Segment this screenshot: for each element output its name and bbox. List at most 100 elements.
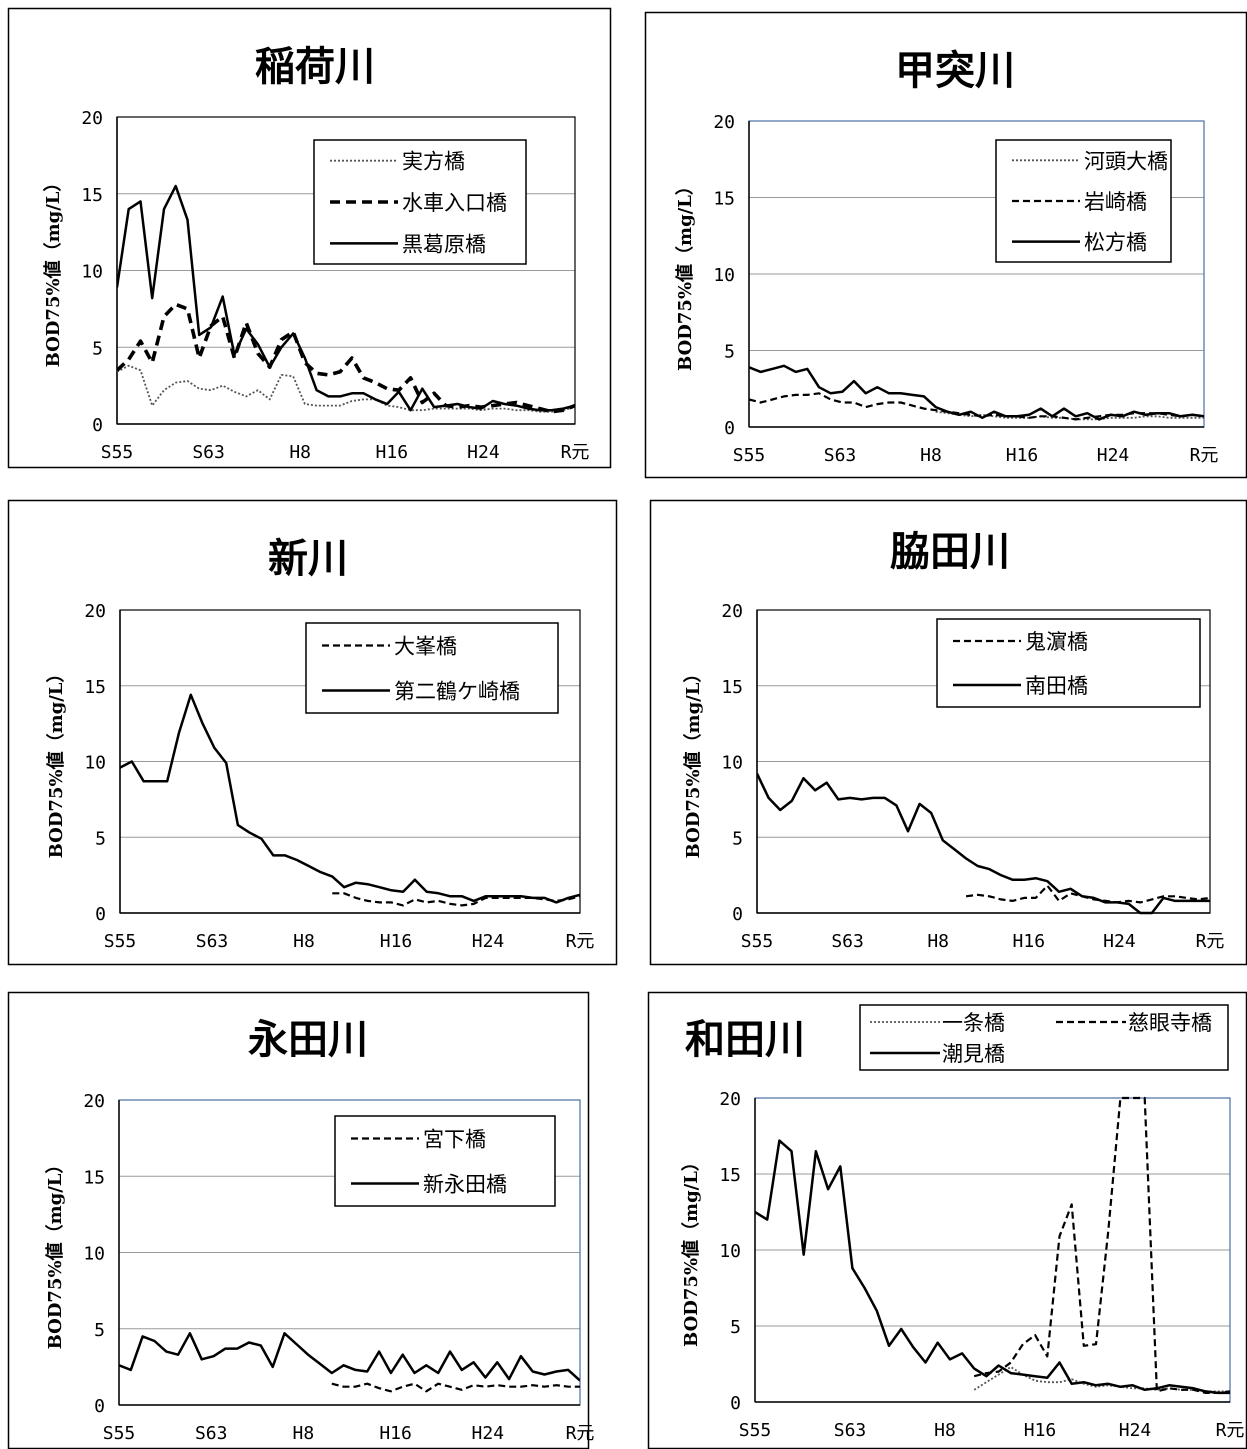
x-tick-label: S63 xyxy=(195,1423,228,1444)
x-tick-label: S63 xyxy=(196,931,229,952)
legend-label: 河頭大橋 xyxy=(1084,150,1168,173)
series-line-2 xyxy=(120,693,580,904)
legend-label: 実方橋 xyxy=(402,151,465,174)
legend-label: 松方橋 xyxy=(1084,232,1147,255)
chart-panel-3: 新川 0 5 10 15 20 S55 S63 H8 H16 H24 R元 BOD75%値（mg/L） 大… xyxy=(7,499,618,966)
x-tick-label: S63 xyxy=(831,931,864,952)
y-tick-label: 5 xyxy=(724,342,735,363)
series-line-3 xyxy=(117,184,575,412)
chart-panel-1: 稲荷川 0 5 10 15 20 S55 S63 H8 H16 H24 R元 BOD75%値（mg/L）… xyxy=(7,7,612,469)
chart-title: 稲荷川 xyxy=(255,43,375,90)
legend-label: 新永田橋 xyxy=(423,1174,507,1197)
x-tick-label: H16 xyxy=(1013,931,1046,952)
series-line-1 xyxy=(331,1382,580,1393)
x-tick-label: H24 xyxy=(467,442,500,463)
legend-label: 潮見橋 xyxy=(942,1043,1005,1066)
legend-label: 一条橋 xyxy=(942,1012,1005,1035)
x-tick-label: H16 xyxy=(1024,1420,1057,1441)
y-axis-label: BOD75%値（mg/L） xyxy=(45,665,67,859)
panel-frame xyxy=(7,991,590,1449)
x-tick-label: H16 xyxy=(379,1423,412,1444)
x-tick-label: S55 xyxy=(103,1423,136,1444)
y-tick-label: 10 xyxy=(721,753,743,774)
x-tick-label: R元 xyxy=(1190,445,1219,466)
legend-label: 大峯橋 xyxy=(394,636,457,659)
x-tick-label: S55 xyxy=(733,445,766,466)
x-tick-label: R元 xyxy=(566,1423,595,1444)
chart-title: 甲突川 xyxy=(895,47,1015,94)
chart-panel-5: 永田川 0 5 10 15 20 S55 S63 H8 H16 H24 R元 BOD75%値（mg/L）… xyxy=(7,991,595,1449)
chart-title: 和田川 xyxy=(685,1016,805,1063)
y-tick-label: 20 xyxy=(81,108,103,129)
legend-label: 岩崎橋 xyxy=(1084,191,1147,214)
y-tick-label: 15 xyxy=(83,1167,105,1188)
x-tick-label: S63 xyxy=(834,1420,867,1441)
chart-panel-2: 甲突川 0 5 10 15 20 S55 S63 H8 H16 H24 R元 BOD75%値（mg/L）… xyxy=(644,11,1247,479)
y-tick-label: 20 xyxy=(719,1089,741,1110)
y-axis-label: BOD75%値（mg/L） xyxy=(682,665,704,859)
x-tick-label: S63 xyxy=(824,445,857,466)
series-line-2 xyxy=(973,1096,1230,1395)
y-axis-label: BOD75%値（mg/L） xyxy=(44,1156,66,1350)
x-tick-label: H16 xyxy=(1006,445,1039,466)
y-tick-label: 0 xyxy=(730,1393,741,1414)
series-line-2 xyxy=(117,302,575,414)
x-tick-label: R元 xyxy=(1196,931,1225,952)
x-tick-label: S55 xyxy=(104,931,137,952)
x-tick-label: S63 xyxy=(192,442,225,463)
series-line-3 xyxy=(749,364,1204,421)
y-tick-label: 15 xyxy=(81,185,103,206)
panel-frame xyxy=(7,499,618,966)
panel-frame xyxy=(649,499,1247,966)
y-tick-label: 5 xyxy=(95,828,106,849)
legend-label: 水車入口橋 xyxy=(402,192,507,215)
legend-label: 第二鶴ケ崎橋 xyxy=(394,681,520,704)
x-tick-label: R元 xyxy=(566,931,595,952)
y-tick-label: 0 xyxy=(92,415,103,436)
y-tick-label: 0 xyxy=(724,418,735,439)
x-tick-label: H8 xyxy=(920,445,942,466)
legend-label: 南田橋 xyxy=(1025,675,1088,698)
legend-box xyxy=(936,618,1201,708)
y-tick-label: 5 xyxy=(732,828,743,849)
y-axis-label: BOD75%値（mg/L） xyxy=(674,177,696,371)
y-tick-label: 0 xyxy=(95,904,106,925)
y-tick-label: 10 xyxy=(713,265,735,286)
legend-box xyxy=(305,622,559,714)
y-tick-label: 10 xyxy=(719,1241,741,1262)
x-tick-label: H8 xyxy=(927,931,949,952)
y-tick-label: 10 xyxy=(81,262,103,283)
y-tick-label: 20 xyxy=(721,601,743,622)
x-tick-label: H24 xyxy=(1103,931,1136,952)
x-tick-label: R元 xyxy=(1216,1420,1245,1441)
y-tick-label: 20 xyxy=(713,112,735,133)
y-tick-label: 20 xyxy=(83,1091,105,1112)
y-tick-label: 0 xyxy=(732,904,743,925)
legend-label: 黒葛原橋 xyxy=(402,233,486,256)
y-tick-label: 15 xyxy=(84,677,106,698)
x-tick-label: H24 xyxy=(1119,1420,1152,1441)
x-tick-label: R元 xyxy=(561,442,590,463)
y-tick-label: 10 xyxy=(84,753,106,774)
chart-panel-4: 脇田川 0 5 10 15 20 S55 S63 H8 H16 H24 R元 BOD75%値（mg/L）… xyxy=(649,499,1247,966)
chart-title: 脇田川 xyxy=(890,528,1010,575)
x-tick-label: H24 xyxy=(472,931,505,952)
y-tick-label: 15 xyxy=(719,1165,741,1186)
x-tick-label: H24 xyxy=(1097,445,1130,466)
x-tick-label: H8 xyxy=(289,442,311,463)
y-tick-label: 5 xyxy=(92,338,103,359)
legend-label: 慈眼寺橋 xyxy=(1128,1012,1212,1035)
x-tick-label: S55 xyxy=(101,442,134,463)
x-tick-label: H16 xyxy=(376,442,409,463)
legend-box xyxy=(334,1115,556,1207)
y-axis-label: BOD75%値（mg/L） xyxy=(680,1153,702,1347)
legend-label: 鬼濵橋 xyxy=(1025,631,1088,654)
chart-panel-6: 和田川 0 5 10 15 20 S55 S63 H8 H16 H24 R元 BOD75%値（mg/L）… xyxy=(647,991,1247,1449)
x-tick-label: H16 xyxy=(380,931,413,952)
